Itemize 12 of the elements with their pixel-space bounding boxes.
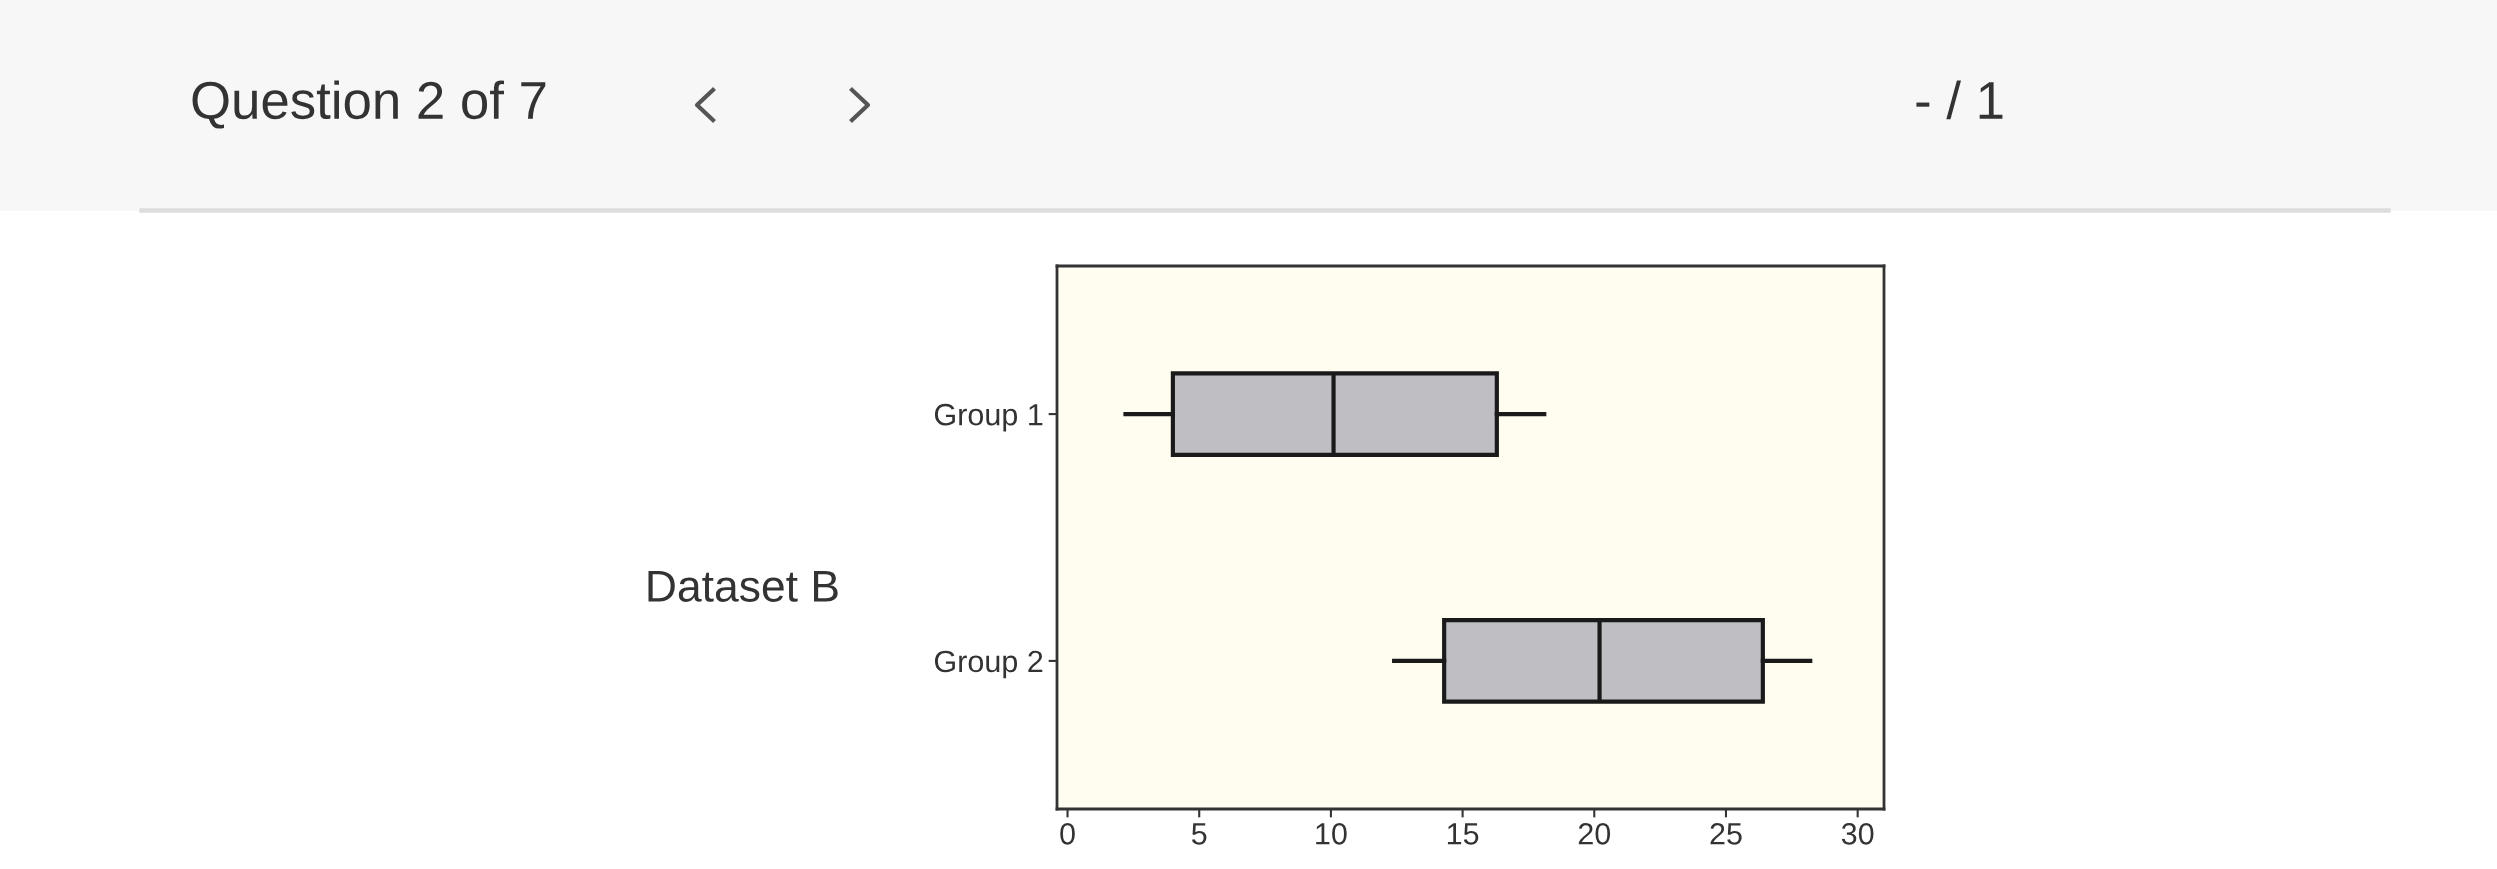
x-tick-label: 10 — [1316, 823, 1347, 845]
x-tick-label: 5 — [1191, 823, 1207, 845]
x-tick-label: 25 — [1710, 823, 1742, 845]
x-tick-label: 30 — [1841, 823, 1874, 845]
text: - / 1 — [1916, 80, 2003, 120]
y-tick-label: Group 1 — [934, 403, 1043, 432]
x-tick-label: 20 — [1578, 823, 1611, 845]
y-tick-label: Group 2 — [934, 650, 1043, 679]
text: Question 2 of 7 — [192, 80, 546, 129]
text: Dataset B — [648, 570, 838, 602]
x-tick-label: 15 — [1447, 823, 1479, 845]
x-tick-label: 0 — [1060, 823, 1075, 845]
